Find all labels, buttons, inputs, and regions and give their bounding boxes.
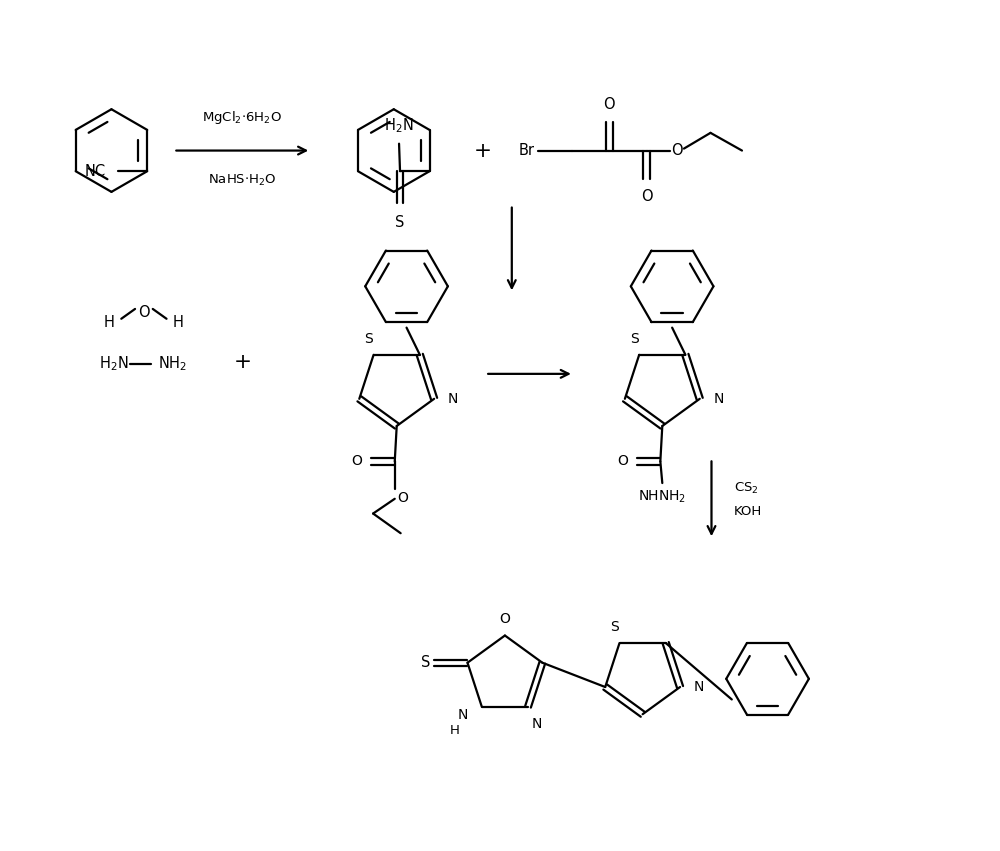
Text: N: N bbox=[458, 707, 468, 722]
Text: H$_2$N: H$_2$N bbox=[384, 116, 414, 134]
Text: NaHS$\cdot$H$_2$O: NaHS$\cdot$H$_2$O bbox=[208, 174, 277, 188]
Text: H: H bbox=[104, 315, 115, 330]
Text: O: O bbox=[351, 454, 362, 468]
Text: H$_2$N: H$_2$N bbox=[99, 355, 128, 374]
Text: O: O bbox=[671, 143, 683, 158]
Text: S: S bbox=[421, 655, 431, 671]
Text: O: O bbox=[398, 491, 409, 505]
Text: O: O bbox=[138, 306, 150, 320]
Text: N: N bbox=[713, 391, 724, 406]
Text: H: H bbox=[449, 724, 459, 738]
Text: S: S bbox=[395, 214, 405, 230]
Text: S: S bbox=[630, 332, 639, 346]
Text: O: O bbox=[499, 612, 510, 625]
Text: S: S bbox=[364, 332, 373, 346]
Text: N: N bbox=[532, 717, 542, 730]
Text: N: N bbox=[448, 391, 458, 406]
Text: H: H bbox=[173, 315, 184, 330]
Text: +: + bbox=[233, 352, 251, 372]
Text: O: O bbox=[603, 97, 615, 112]
Text: CS$_2$: CS$_2$ bbox=[734, 481, 759, 495]
Text: NHNH$_2$: NHNH$_2$ bbox=[638, 489, 686, 505]
Text: +: + bbox=[473, 140, 491, 161]
Text: NH$_2$: NH$_2$ bbox=[158, 355, 187, 374]
Text: Br: Br bbox=[518, 143, 534, 158]
Text: O: O bbox=[641, 189, 652, 204]
Text: KOH: KOH bbox=[734, 505, 762, 518]
Text: N: N bbox=[694, 680, 704, 694]
Text: S: S bbox=[610, 620, 619, 634]
Text: MgCl$_2$$\cdot$6H$_2$O: MgCl$_2$$\cdot$6H$_2$O bbox=[202, 109, 282, 126]
Text: O: O bbox=[617, 454, 628, 468]
Text: NC: NC bbox=[85, 163, 106, 179]
